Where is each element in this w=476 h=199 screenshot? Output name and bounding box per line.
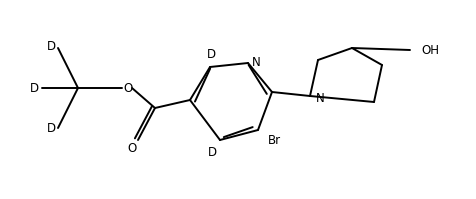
Text: Br: Br xyxy=(268,134,280,146)
Text: D: D xyxy=(207,49,216,61)
Text: O: O xyxy=(123,82,133,95)
Text: N: N xyxy=(252,56,260,68)
Text: D: D xyxy=(30,82,39,95)
Text: D: D xyxy=(47,123,56,136)
Text: N: N xyxy=(316,92,325,104)
Text: O: O xyxy=(128,141,137,154)
Text: OH: OH xyxy=(421,45,439,58)
Text: D: D xyxy=(47,41,56,54)
Text: D: D xyxy=(208,145,217,158)
